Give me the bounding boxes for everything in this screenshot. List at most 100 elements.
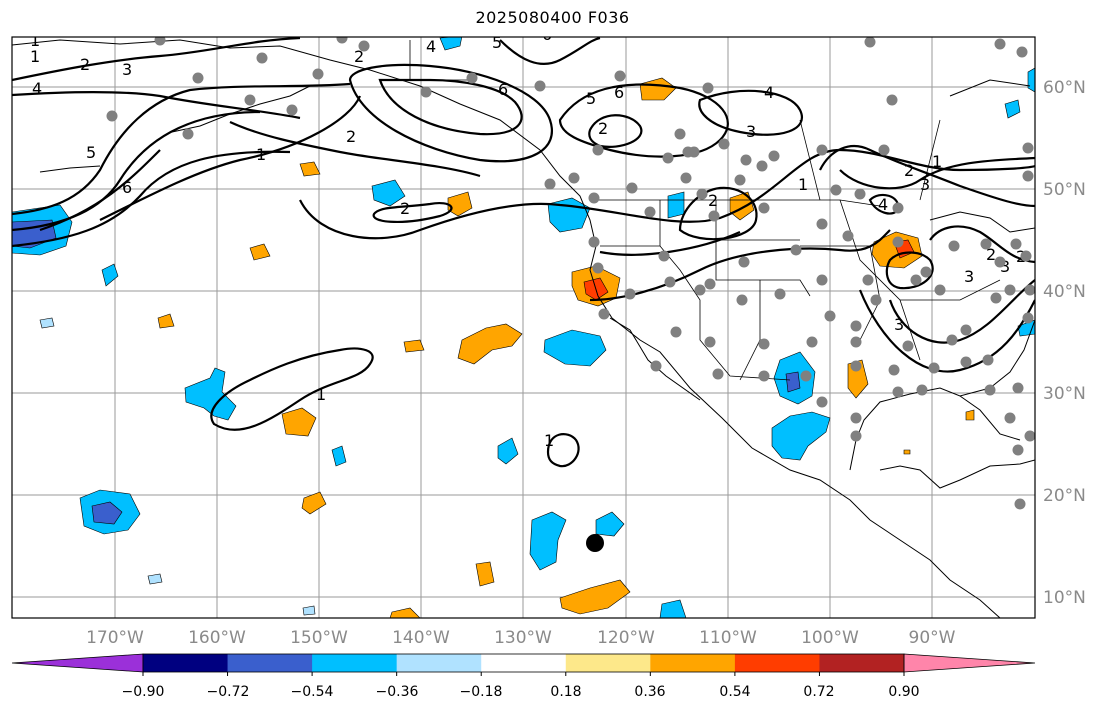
- contour-label: 2: [598, 119, 608, 138]
- positive-anomaly-area: [389, 607, 421, 618]
- contour-label: 1: [30, 47, 40, 66]
- colorbar-tick-label: 0.90: [888, 684, 919, 700]
- negative-anomaly-area: [1027, 67, 1035, 93]
- colorbar: −0.90 −0.72 −0.54 −0.36 −0.18 0.18 0.36 …: [11, 653, 1036, 700]
- negative-anomaly-area: [439, 37, 463, 51]
- colorbar-segment: [650, 654, 736, 672]
- negative-anomaly-area: [543, 329, 607, 367]
- contour-label: 2: [346, 127, 356, 146]
- colorbar-segment: [565, 654, 651, 672]
- weak-negative-area: [147, 573, 163, 585]
- contour-label: 4: [764, 83, 774, 102]
- colorbar-tick-label: 0.36: [634, 684, 665, 700]
- positive-anomaly-area: [157, 313, 175, 329]
- contour-label: 2: [80, 55, 90, 74]
- contour-label: 1: [30, 31, 40, 50]
- lon-label: 150°W: [290, 628, 348, 648]
- contour-label: 1: [798, 175, 808, 194]
- contour-label: 2: [904, 161, 914, 180]
- contour-label: 1: [544, 431, 554, 450]
- colorbar-segment: [396, 654, 482, 672]
- colorbar-tick-label: −0.36: [376, 684, 419, 700]
- negative-anomaly-area: [1004, 99, 1021, 119]
- contour-label: 3: [122, 60, 132, 79]
- negative-anomaly-area: [667, 191, 685, 219]
- positive-anomaly-area: [403, 339, 425, 353]
- colorbar-border: [142, 653, 905, 673]
- contour-label: 3: [964, 267, 974, 286]
- plot-frame: [11, 36, 1036, 619]
- positive-anomaly-area: [281, 407, 317, 437]
- negative-anomaly-area: [371, 179, 406, 207]
- negative-anomaly-area: [184, 367, 237, 421]
- positive-anomaly-area: [639, 77, 677, 101]
- contour-label: 4: [878, 195, 888, 214]
- positive-anomaly-area: [965, 409, 975, 421]
- lat-label: 10°N: [1043, 588, 1086, 608]
- weak-negative-area: [302, 605, 316, 616]
- lon-label: 100°W: [801, 628, 859, 648]
- positive-anomaly-area: [447, 191, 473, 217]
- negative-anomaly-area: [497, 437, 519, 465]
- colorbar-tick-label: −0.72: [207, 684, 250, 700]
- contour-label: 6: [614, 83, 624, 102]
- negative-anomaly-area: [771, 411, 831, 461]
- contour-label: 6: [122, 178, 132, 197]
- contour-label: 1: [256, 145, 266, 164]
- contour-labels: 1 2 3 4 5 6 1 2 2 6 5 6 2 4 3 1 2 3 1 2 …: [30, 25, 1026, 450]
- positive-anomaly-area: [559, 579, 631, 615]
- contour-label: 4: [32, 79, 42, 98]
- colorbar-segment: [819, 654, 905, 672]
- contour-label: 4: [426, 37, 436, 56]
- contour-label: 6: [498, 80, 508, 99]
- contour-label: 3: [1000, 257, 1010, 276]
- contour-label: 2: [400, 199, 410, 218]
- colorbar-segment: [734, 654, 820, 672]
- negative-anomaly-area: [101, 263, 119, 287]
- lon-label: 140°W: [392, 628, 450, 648]
- lat-label: 20°N: [1043, 486, 1086, 506]
- latitude-labels: 60°N 50°N 40°N 30°N 20°N 10°N: [1043, 78, 1086, 608]
- lon-label: 120°W: [597, 628, 655, 648]
- colorbar-tick-label: −0.90: [122, 684, 165, 700]
- strong-negative-core: [91, 501, 123, 525]
- coastlines: [12, 39, 1035, 618]
- positive-anomaly-area: [475, 561, 495, 587]
- lon-label: 130°W: [494, 628, 552, 648]
- contour-label: 5: [586, 89, 596, 108]
- lat-label: 60°N: [1043, 78, 1086, 98]
- positive-anomaly-area: [249, 243, 271, 261]
- contour-label: 2: [708, 191, 718, 210]
- lon-label: 110°W: [699, 628, 757, 648]
- colorbar-extension-high: [903, 653, 1036, 673]
- colorbar-extension-low: [11, 653, 144, 673]
- contour-label: 3: [746, 122, 756, 141]
- longitude-labels: 170°W 160°W 150°W 140°W 130°W 120°W 110°…: [86, 628, 956, 648]
- contour-label: 3: [920, 175, 930, 194]
- colorbar-tick-label: −0.54: [291, 684, 334, 700]
- colorbar-segment: [143, 654, 229, 672]
- negative-anomaly-area: [595, 511, 625, 537]
- negative-anomaly-area: [529, 511, 567, 571]
- contour-label: 2: [354, 47, 364, 66]
- weak-negative-area: [39, 317, 55, 329]
- contour-lines: [12, 37, 1035, 468]
- colorbar-segment: [481, 654, 567, 672]
- negative-anomaly-area: [331, 445, 347, 467]
- contour-label: 3: [894, 315, 904, 334]
- lat-label: 40°N: [1043, 282, 1086, 302]
- negative-anomaly-area: [659, 599, 687, 618]
- map-title: 2025080400 F036: [475, 8, 630, 27]
- lat-label: 30°N: [1043, 384, 1086, 404]
- lon-label: 90°W: [909, 628, 956, 648]
- contour-label: 5: [492, 33, 502, 52]
- colorbar-tick-label: 0.72: [803, 684, 834, 700]
- colorbar-tick-label: 0.54: [719, 684, 750, 700]
- contour-label: 6: [542, 25, 552, 44]
- strong-negative-core: [785, 371, 801, 393]
- positive-anomaly-area: [301, 491, 327, 515]
- station-markers: [106, 37, 1035, 510]
- colorbar-tick-label: −0.18: [460, 684, 503, 700]
- lon-label: 170°W: [86, 628, 144, 648]
